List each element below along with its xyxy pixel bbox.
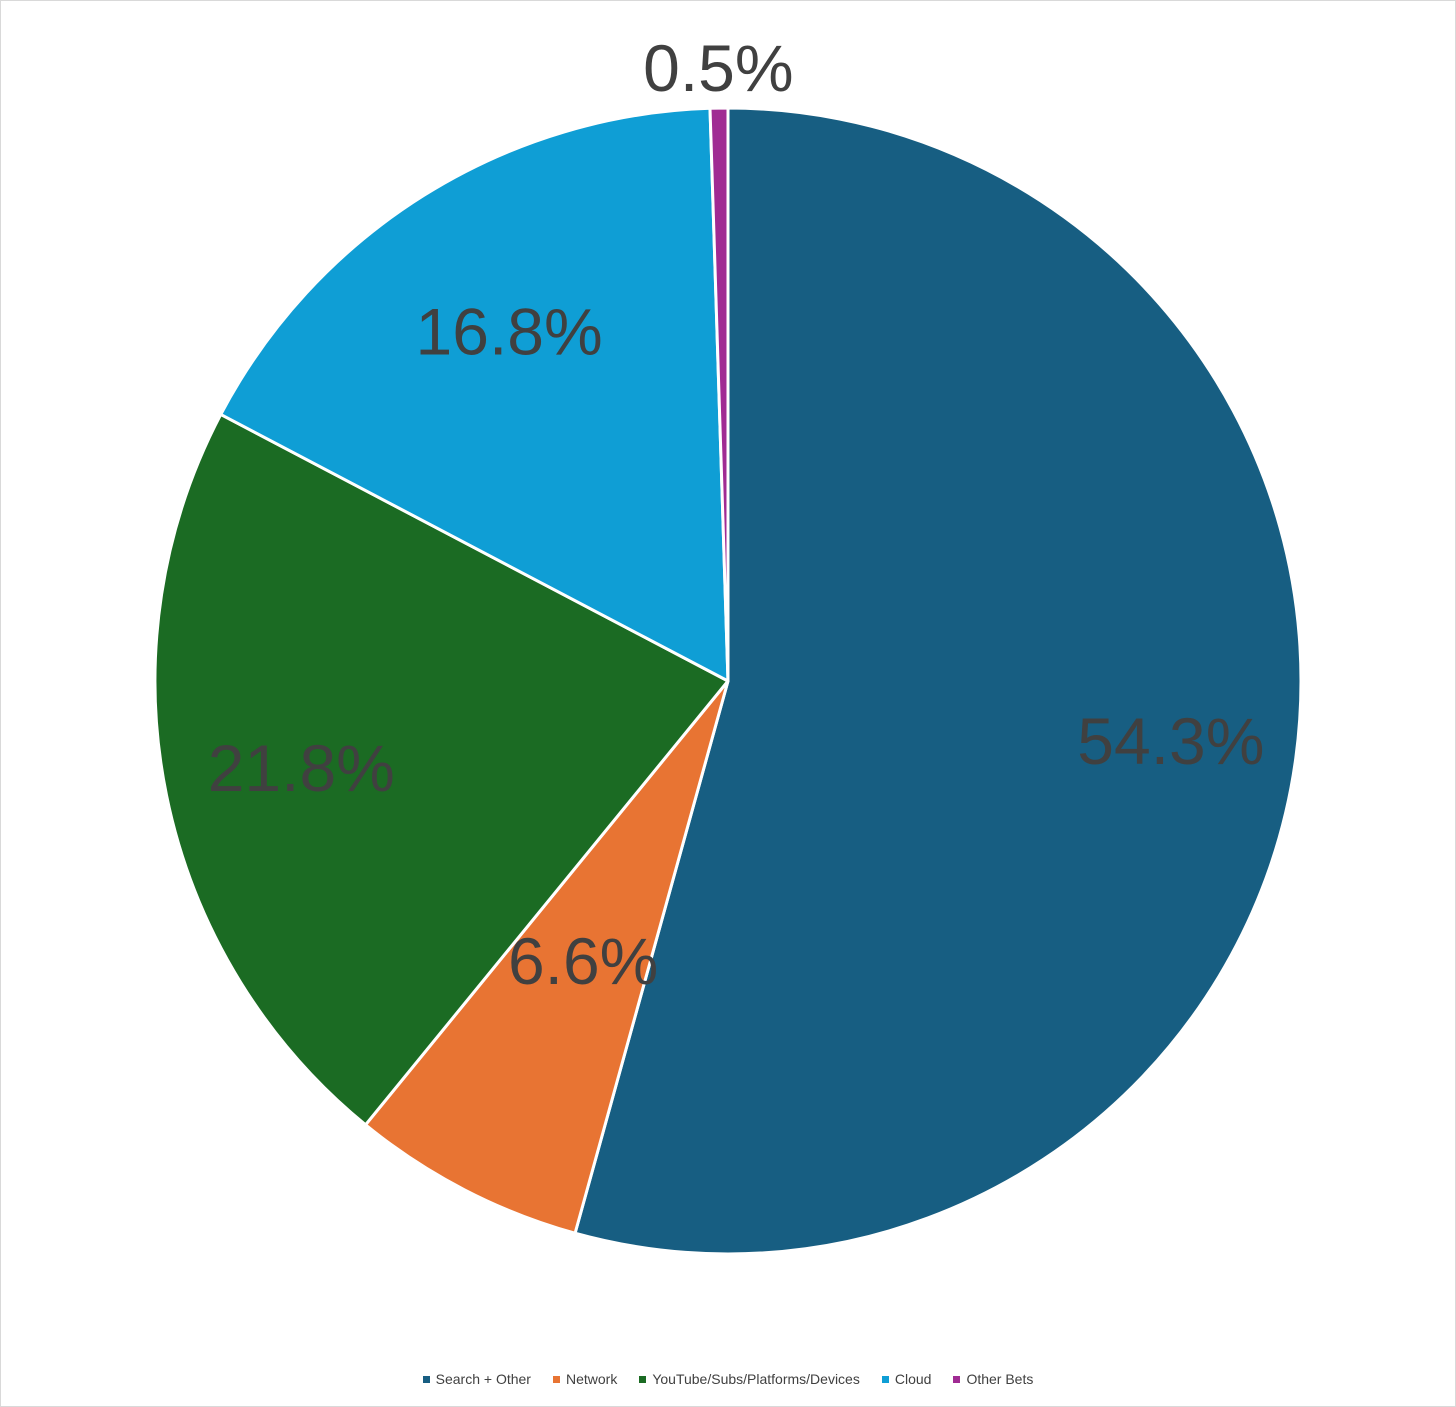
pie-slice-cloud	[219, 106, 730, 683]
legend-swatch	[639, 1375, 647, 1383]
data-label-other-bets: 0.5%	[643, 31, 793, 105]
legend-label: Other Bets	[966, 1371, 1034, 1387]
pie-slice-network	[364, 679, 730, 1235]
pie-slice-youtube-subs-platforms-devices	[153, 412, 730, 1127]
legend-label: Network	[565, 1371, 618, 1387]
data-label-network: 6.6%	[508, 924, 658, 998]
legend-swatch	[422, 1375, 430, 1383]
pie-slices	[153, 106, 1303, 1256]
legend-item-cloud: Cloud	[881, 1371, 932, 1387]
legend-swatch	[953, 1375, 961, 1383]
pie-slice-other-bets	[708, 106, 730, 683]
legend-item-other-bets: Other Bets	[953, 1371, 1033, 1387]
data-label-cloud: 16.8%	[416, 294, 603, 368]
pie-slice-search-other	[573, 106, 1303, 1256]
legend-item-search-other: Search + Other	[422, 1371, 531, 1387]
data-label-youtube-subs-platforms-devices: 21.8%	[208, 731, 395, 805]
legend-item-youtube-subs-platforms-devices: YouTube/Subs/Platforms/Devices	[639, 1371, 860, 1387]
pie-data-labels: 54.3% 6.6% 21.8% 16.8% 0.5%	[208, 31, 1265, 998]
legend-label: Cloud	[894, 1371, 932, 1387]
legend-item-network: Network	[552, 1371, 618, 1387]
data-label-search-other: 54.3%	[1077, 704, 1264, 778]
legend-swatch	[552, 1375, 560, 1383]
legend-swatch	[881, 1375, 889, 1383]
legend-label: Search + Other	[435, 1371, 531, 1387]
chart-legend: Search + Other Network YouTube/Subs/Platfo…	[0, 1367, 1456, 1391]
legend-label: YouTube/Subs/Platforms/Devices	[652, 1371, 860, 1387]
